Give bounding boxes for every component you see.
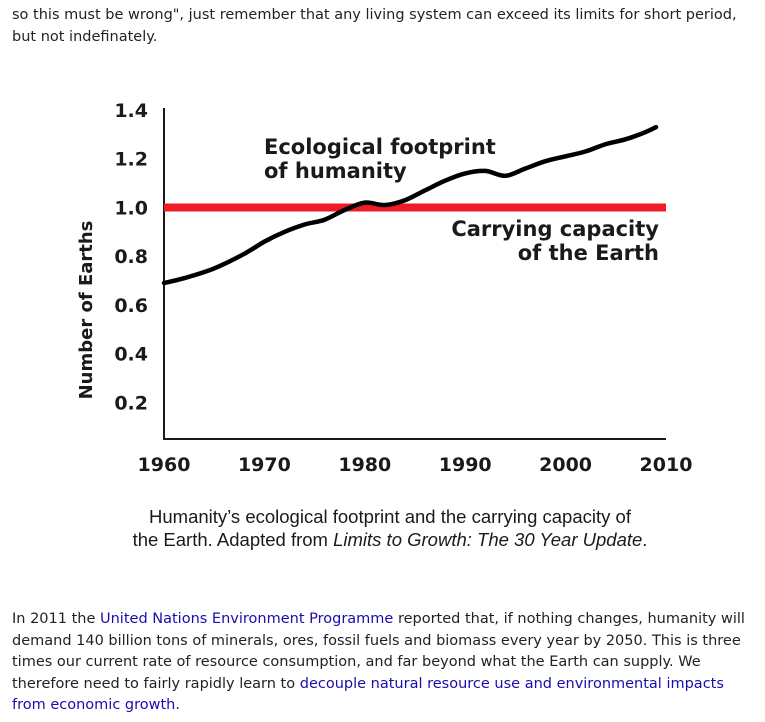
y-tick-label: 0.6 bbox=[114, 295, 148, 317]
ecological-footprint-chart: 1.4 1.2 1.0 0.8 0.6 0.4 0.2 1960 1970 1980 1990 20… bbox=[76, 100, 693, 476]
intro-paragraph: so this must be wrong", just remember th… bbox=[12, 7, 737, 45]
y-tick-label: 0.8 bbox=[114, 246, 148, 268]
capacity-annotation-line: Carrying capacity bbox=[451, 217, 659, 241]
decouple-link[interactable]: decouple natural resource use and enviro… bbox=[12, 675, 724, 714]
y-tick-label: 1.0 bbox=[114, 197, 148, 219]
x-tick-label: 1960 bbox=[138, 454, 191, 476]
x-tick-labels: 1960 1970 1980 1990 2000 2010 bbox=[138, 454, 693, 476]
footprint-annotation-line: of humanity bbox=[264, 159, 407, 183]
x-tick-label: 1980 bbox=[338, 454, 391, 476]
y-axis-label: Number of Earths bbox=[76, 221, 97, 400]
y-tick-label: 1.2 bbox=[114, 149, 148, 171]
y-tick-label: 0.2 bbox=[114, 392, 148, 414]
caption-line-1: Humanity’s ecological footprint and the … bbox=[149, 506, 631, 527]
chart-caption: Humanity’s ecological footprint and the … bbox=[60, 505, 720, 551]
capacity-annotation-line: of the Earth bbox=[518, 241, 659, 265]
x-tick-label: 2000 bbox=[539, 454, 592, 476]
y-tick-label: 1.4 bbox=[114, 100, 148, 122]
ecological-footprint-line bbox=[161, 124, 659, 286]
x-tick-label: 1990 bbox=[439, 454, 492, 476]
book-title: Limits to Growth: The 30 Year Update bbox=[333, 529, 643, 550]
unep-link[interactable]: United Nations Environment Programme bbox=[100, 611, 394, 627]
x-tick-label: 2010 bbox=[640, 454, 693, 476]
y-tick-label: 0.4 bbox=[114, 344, 148, 366]
outro-paragraph: In 2011 the United Nations Environment P… bbox=[12, 611, 745, 714]
x-tick-label: 1970 bbox=[238, 454, 291, 476]
footprint-annotation-line: Ecological footprint bbox=[264, 135, 496, 159]
caption-line-2: the Earth. Adapted from Limits to Growth… bbox=[132, 529, 648, 550]
y-tick-labels: 1.4 1.2 1.0 0.8 0.6 0.4 0.2 bbox=[114, 100, 148, 414]
